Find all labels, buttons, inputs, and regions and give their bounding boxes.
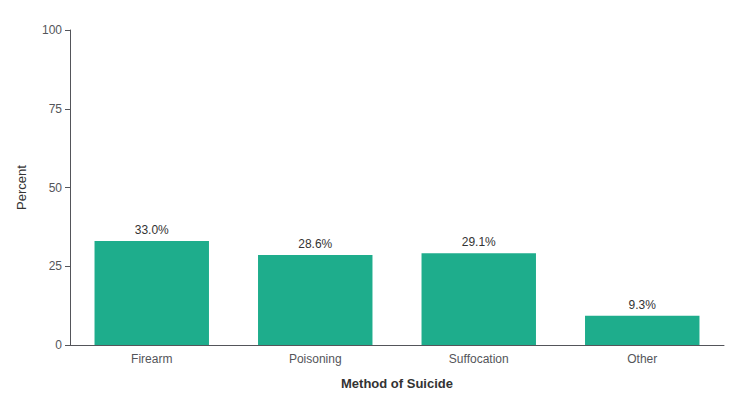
svg-text:25: 25	[49, 259, 63, 273]
svg-text:28.6%: 28.6%	[298, 237, 332, 251]
svg-text:75: 75	[49, 102, 63, 116]
svg-text:Percent: Percent	[14, 165, 29, 210]
svg-text:0: 0	[55, 338, 62, 352]
svg-text:Firearm: Firearm	[131, 352, 172, 366]
svg-text:9.3%: 9.3%	[629, 298, 657, 312]
svg-text:33.0%: 33.0%	[135, 223, 169, 237]
svg-text:Method of Suicide: Method of Suicide	[341, 376, 453, 391]
svg-text:50: 50	[49, 181, 63, 195]
svg-text:100: 100	[42, 23, 62, 37]
svg-text:29.1%: 29.1%	[462, 235, 496, 249]
svg-text:Suffocation: Suffocation	[449, 352, 509, 366]
svg-text:Poisoning: Poisoning	[289, 352, 342, 366]
svg-text:Other: Other	[627, 352, 657, 366]
